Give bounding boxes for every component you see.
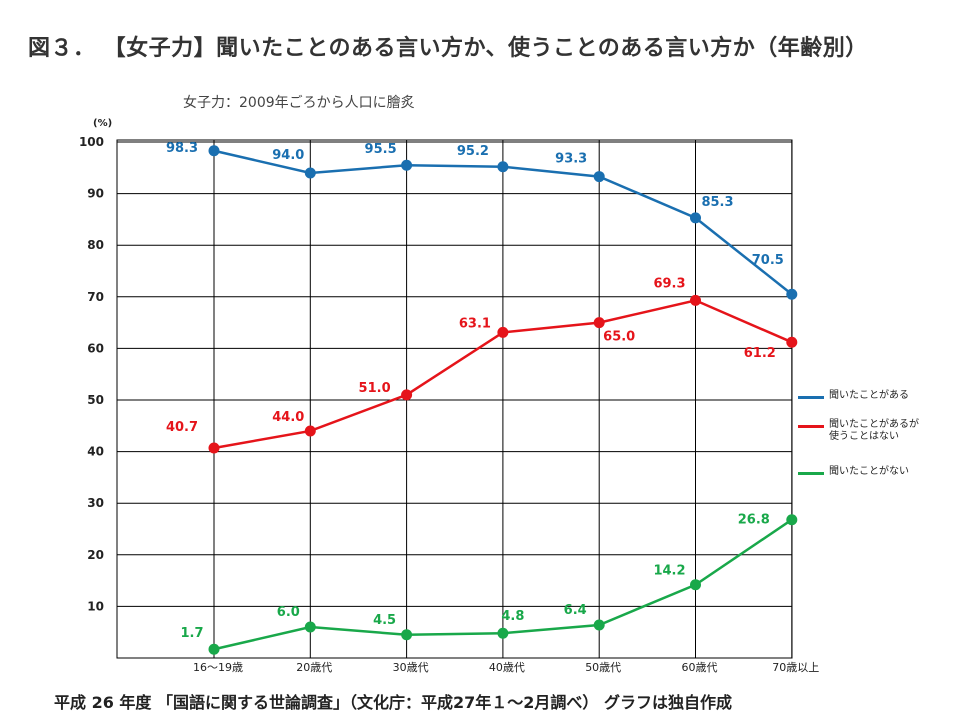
data-point [497,326,509,338]
data-point [690,212,701,224]
chart-subtitle: 女子力：2009年ごろから人口に膾炙 [183,95,415,111]
y-tick-label: 10 [87,599,104,613]
data-label: 44.0 [272,410,304,425]
data-point [497,627,509,639]
data-label: 61.2 [744,346,776,361]
data-point [593,317,605,329]
legend-item-heard-not-used: 聞いたことがあるが 使うことはない [798,419,919,443]
data-point [304,425,316,437]
data-point [593,171,605,183]
page-title: 図３． 【女子力】聞いたことのある言い方か、使うことのある言い方か（年齢別） [28,36,868,61]
legend-label-heard-not-used: 聞いたことがあるが 使うことはない [829,419,919,442]
data-point [304,167,316,179]
data-point [208,442,220,454]
data-point [786,514,798,526]
x-tick-label: 16～19歳 [193,661,243,674]
y-tick-label: 100 [79,135,104,149]
data-label: 69.3 [653,276,685,291]
data-point [401,159,413,171]
data-label: 85.3 [701,195,733,210]
data-label: 26.8 [738,513,770,528]
legend-label-not-heard: 聞いたことがない [829,466,909,477]
data-label: 70.5 [752,253,784,268]
x-tick-label: 50歳代 [585,661,621,674]
data-point [401,389,413,401]
legend-swatch-not-heard [798,472,824,475]
data-label: 93.3 [555,152,587,167]
data-point [304,621,316,633]
data-point [401,629,413,641]
x-tick-label: 40歳代 [489,661,525,674]
y-tick-label: 60 [87,341,104,355]
x-tick-label: 20歳代 [296,661,332,674]
legend-swatch-heard [798,396,824,399]
data-label: 40.7 [166,420,198,435]
data-point [690,294,701,306]
y-tick-label: 70 [87,290,104,304]
y-axis-unit: (%) [93,118,113,129]
data-label: 4.8 [501,609,524,624]
data-point [786,288,798,300]
data-label: 95.2 [457,144,489,159]
data-point [690,579,701,591]
x-tick-label: 60歳代 [682,661,718,674]
data-label: 95.5 [365,142,397,157]
legend-label-heard: 聞いたことがある [829,390,909,401]
data-point [497,161,509,173]
y-tick-label: 40 [87,445,104,459]
data-point [208,643,220,655]
data-label: 94.0 [272,148,304,163]
data-label: 51.0 [359,381,391,396]
data-label: 6.4 [564,603,587,618]
data-label: 6.0 [277,605,300,620]
x-tick-label: 70歳以上 [772,661,819,674]
y-tick-label: 80 [87,238,104,252]
data-label: 4.5 [373,613,396,628]
data-label: 65.0 [603,330,635,345]
data-point [593,619,605,631]
data-point [786,336,798,348]
y-tick-label: 90 [87,187,104,201]
data-label: 14.2 [653,564,685,579]
legend-item-heard: 聞いたことがある [798,390,909,402]
y-tick-label: 50 [87,393,104,407]
y-tick-label: 30 [87,496,104,510]
data-label: 98.3 [166,141,198,156]
data-label: 1.7 [180,626,203,641]
data-label: 63.1 [459,316,491,331]
legend-item-not-heard: 聞いたことがない [798,466,909,478]
data-point [208,145,220,157]
y-tick-label: 20 [87,548,104,562]
x-tick-label: 30歳代 [393,661,429,674]
legend-swatch-heard-not-used [798,425,824,428]
source-footer: 平成 26 年度 「国語に関する世論調査」（文化庁：平成27年１～2月調べ） グ… [54,693,732,712]
